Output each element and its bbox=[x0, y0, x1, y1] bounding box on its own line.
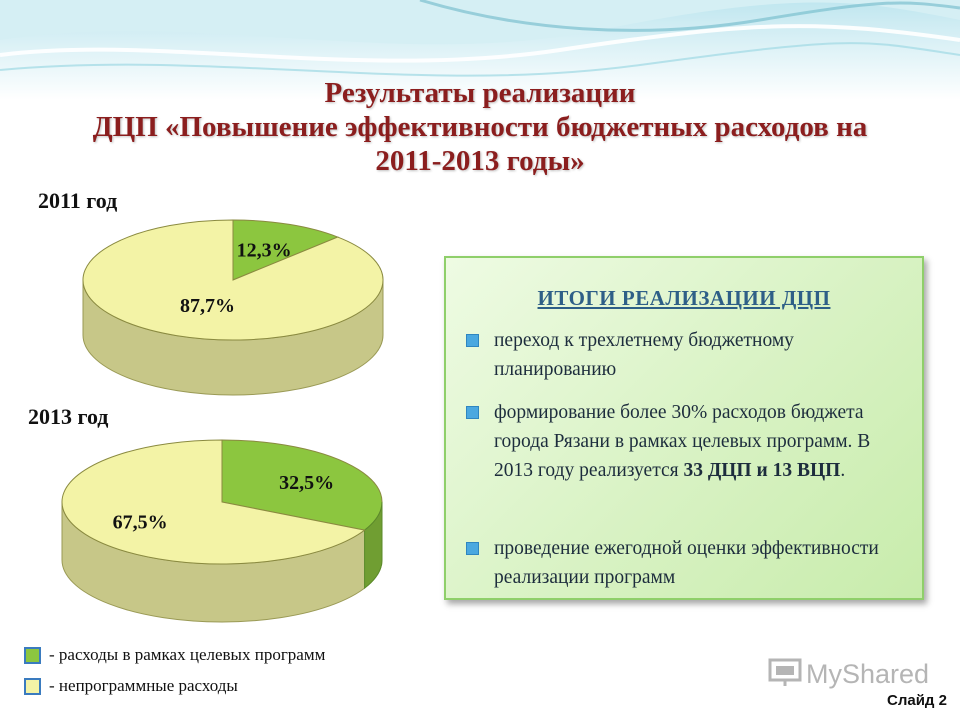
bullet-2-text-after: . bbox=[840, 460, 846, 481]
results-box-title: ИТОГИ РЕАЛИЗАЦИИ ДЦП bbox=[537, 286, 831, 310]
results-box: ИТОГИ РЕАЛИЗАЦИИ ДЦП переход к трехлетне… bbox=[444, 256, 924, 600]
legend-dash: - bbox=[49, 676, 55, 696]
slide-title: Результаты реализации ДЦП «Повышение эфф… bbox=[0, 76, 960, 178]
legend-label-nonprogram: непрограммные расходы bbox=[58, 676, 238, 696]
bullet-3-text: проведение ежегодной оценки эффективност… bbox=[494, 538, 879, 588]
pie-chart-2013: 32,5% 67,5% bbox=[61, 439, 383, 623]
legend-label-target-programs: расходы в рамках целевых программ bbox=[58, 645, 326, 665]
results-bullet-2: формирование более 30% расходов бюджета … bbox=[466, 398, 906, 485]
chart-2013-title: 2013 год bbox=[28, 404, 109, 429]
title-line-1: Результаты реализации bbox=[324, 77, 636, 109]
bullet-square-icon bbox=[466, 542, 479, 555]
legend-item-target-programs: - расходы в рамках целевых программ bbox=[24, 644, 325, 665]
bullet-2-text: формирование более 30% расходов бюджета … bbox=[494, 398, 906, 485]
results-bullet-3: проведение ежегодной оценки эффективност… bbox=[466, 534, 906, 592]
results-bullet-1: переход к трехлетнему бюджетному планиро… bbox=[466, 326, 906, 384]
pie-chart-2011: 12,3% 87,7% bbox=[82, 219, 384, 396]
legend-item-nonprogram: - непрограммные расходы bbox=[24, 675, 238, 696]
pie-label-0-0: 12,3% bbox=[237, 239, 292, 261]
legend-swatch-yellow bbox=[24, 677, 41, 695]
header-waves bbox=[0, 0, 960, 100]
pie-slice-0-0 bbox=[232, 219, 340, 281]
bullet-square-icon bbox=[466, 406, 479, 419]
slide-number: Слайд 2 bbox=[887, 692, 947, 709]
pie-slice-1-1 bbox=[61, 439, 366, 565]
title-line-2: ДЦП «Повышение эффективности бюджетных р… bbox=[92, 111, 868, 143]
bullet-square-icon bbox=[466, 334, 479, 347]
legend-dash: - bbox=[49, 645, 55, 665]
pie-label-0-1: 87,7% bbox=[180, 295, 235, 317]
title-line-3: 2011-2013 годы» bbox=[375, 145, 585, 177]
presentation-icon bbox=[768, 658, 802, 686]
watermark-logo: MyShared bbox=[768, 657, 929, 690]
pie-slice-0-1 bbox=[82, 219, 384, 341]
chart-2011-title: 2011 год bbox=[38, 188, 118, 213]
pie-label-1-0: 32,5% bbox=[279, 472, 334, 494]
legend-swatch-green bbox=[24, 646, 41, 664]
pie-slice-side-1 bbox=[364, 501, 383, 590]
pie-label-1-1: 67,5% bbox=[113, 511, 168, 533]
bullet-1-text: переход к трехлетнему бюджетному планиро… bbox=[494, 330, 794, 380]
watermark-text: MyShared bbox=[806, 659, 930, 689]
bullet-2-text-before: формирование более 30% расходов бюджета … bbox=[494, 402, 871, 481]
bullet-2-text-bold: 33 ДЦП и 13 ВЦП bbox=[683, 460, 841, 481]
